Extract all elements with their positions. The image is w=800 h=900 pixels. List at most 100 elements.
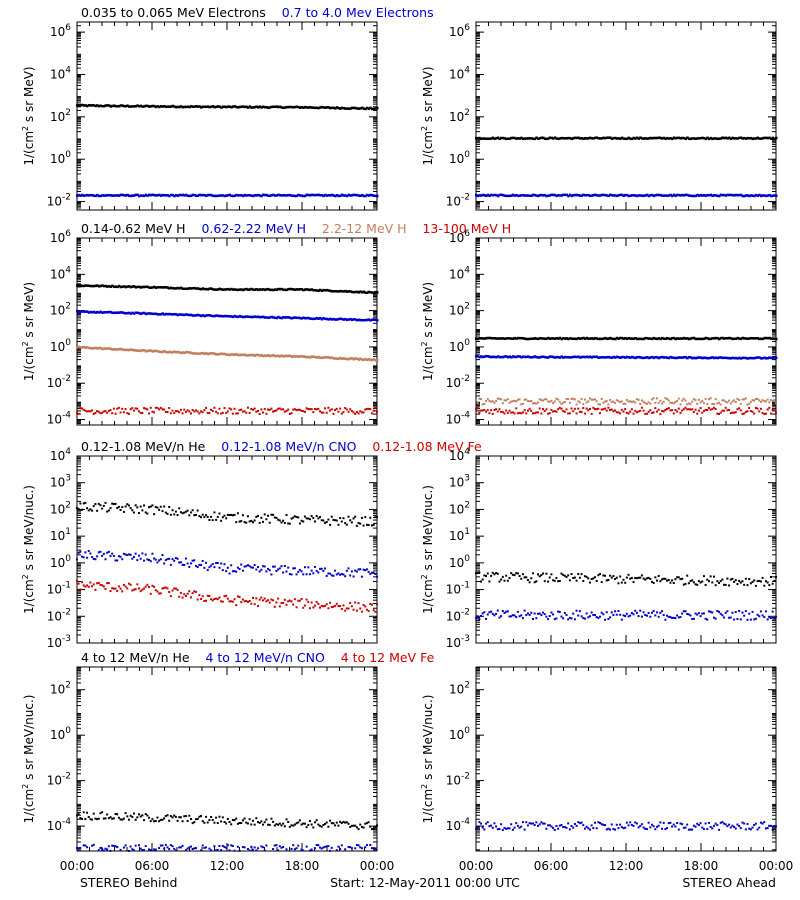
- data-point: [587, 137, 590, 140]
- data-point: [645, 577, 648, 580]
- data-point: [220, 352, 223, 355]
- data-point: [538, 407, 541, 410]
- data-point: [572, 355, 575, 359]
- data-point: [769, 576, 772, 579]
- data-point: [148, 848, 151, 851]
- data-point: [241, 315, 245, 319]
- data-point: [129, 194, 133, 198]
- data-point: [138, 554, 141, 557]
- data-point: [277, 823, 280, 826]
- data-point: [230, 823, 233, 826]
- data-point: [666, 407, 669, 410]
- data-point: [329, 356, 332, 360]
- data-point: [679, 137, 682, 140]
- data-point: [218, 287, 221, 291]
- data-point: [610, 137, 614, 140]
- data-point: [210, 849, 213, 852]
- data-point: [701, 411, 704, 414]
- data-point: [525, 194, 528, 197]
- data-point: [226, 105, 230, 108]
- data-point: [257, 315, 260, 318]
- data-point: [206, 193, 210, 197]
- data-point: [495, 355, 498, 359]
- data-point: [251, 408, 254, 411]
- data-point: [644, 613, 647, 616]
- data-point: [731, 411, 734, 414]
- data-point: [627, 194, 631, 198]
- data-point: [89, 552, 92, 555]
- data-point: [741, 336, 744, 340]
- data-point: [610, 401, 613, 404]
- data-point: [617, 337, 620, 340]
- data-point: [342, 290, 345, 293]
- data-point: [308, 820, 311, 823]
- data-point: [644, 356, 647, 359]
- data-point: [657, 615, 660, 618]
- data-point: [230, 513, 233, 516]
- panel-title: 4 to 12 MeV/n He 4 to 12 MeV/n CNO 4 to …: [81, 650, 435, 665]
- data-point: [364, 569, 367, 572]
- data-point: [198, 563, 201, 566]
- data-point: [697, 194, 701, 197]
- data-point: [671, 137, 674, 141]
- data-point: [751, 410, 754, 413]
- data-point: [198, 515, 201, 518]
- data-point: [744, 194, 748, 197]
- series-legend-label: 0.12-1.08 MeV/n He: [81, 439, 206, 454]
- data-point: [173, 105, 176, 108]
- data-point: [344, 848, 347, 851]
- data-point: [345, 194, 349, 198]
- data-point: [193, 410, 196, 413]
- data-point: [231, 288, 235, 291]
- data-point: [562, 410, 565, 413]
- data-point: [587, 337, 590, 340]
- data-point: [313, 821, 316, 824]
- data-point: [707, 194, 711, 197]
- y-axis-label: 1/(cm2 s sr MeV): [420, 282, 435, 381]
- data-point: [488, 399, 491, 402]
- data-point: [193, 193, 196, 197]
- data-point: [253, 564, 256, 567]
- data-point: [734, 337, 738, 340]
- data-point: [496, 410, 499, 413]
- data-point: [493, 193, 496, 197]
- data-point: [119, 193, 123, 197]
- data-point: [132, 849, 135, 852]
- data-point: [218, 815, 221, 818]
- data-point: [315, 408, 318, 411]
- data-point: [344, 522, 347, 525]
- data-point: [701, 194, 704, 197]
- data-point: [617, 137, 620, 140]
- data-point: [96, 818, 99, 821]
- data-point: [143, 504, 146, 507]
- data-point: [194, 314, 198, 317]
- data-point: [230, 315, 233, 318]
- data-point: [599, 403, 602, 406]
- data-point: [270, 288, 273, 292]
- data-point: [200, 564, 203, 567]
- data-point: [163, 505, 166, 508]
- data-point: [102, 817, 105, 820]
- data-point: [521, 411, 524, 414]
- data-point: [370, 291, 374, 294]
- data-point: [319, 516, 322, 519]
- data-point: [270, 407, 273, 410]
- data-point: [360, 358, 364, 361]
- data-point: [480, 337, 483, 340]
- data-point: [736, 336, 739, 340]
- data-point: [580, 411, 583, 414]
- data-point: [635, 398, 638, 401]
- y-tick-label: 102: [449, 681, 470, 697]
- data-point: [114, 845, 117, 848]
- data-point: [163, 104, 166, 108]
- data-point: [595, 337, 599, 340]
- data-point: [144, 407, 147, 410]
- data-point: [526, 612, 529, 615]
- data-point: [531, 412, 534, 415]
- data-point: [640, 356, 644, 360]
- data-point: [741, 137, 744, 140]
- data-point: [736, 193, 739, 197]
- data-point: [615, 613, 618, 616]
- y-tick-label: 106: [50, 229, 71, 245]
- data-point: [186, 194, 190, 198]
